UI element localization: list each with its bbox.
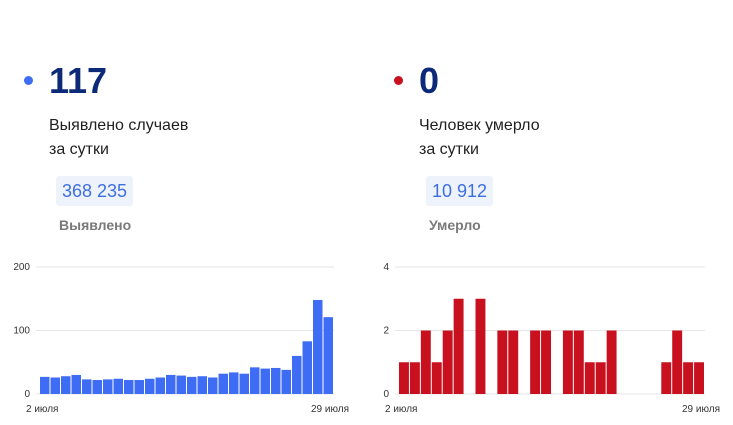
cases-bar xyxy=(166,374,176,394)
cases-subtitle-line2: за сутки xyxy=(49,141,109,158)
deaths-y-tick-label: 0 xyxy=(383,389,389,400)
deaths-bar xyxy=(530,330,541,394)
deaths-bar xyxy=(399,362,409,394)
cases-bar xyxy=(239,373,249,394)
cases-bar-chart: 0 100 200 2 июля 29 июля xyxy=(13,262,349,415)
cases-bar xyxy=(50,377,60,394)
cases-bar xyxy=(92,380,102,394)
deaths-total-label: Умерло xyxy=(429,217,481,233)
cases-y-tick-label: 0 xyxy=(24,389,30,400)
deaths-y-tick-label: 2 xyxy=(383,326,389,337)
cases-bar xyxy=(40,376,50,394)
deaths-bar xyxy=(562,330,573,394)
deaths-bar xyxy=(541,330,551,394)
cases-bar xyxy=(113,378,123,394)
deaths-bar-chart: 0 2 4 2 июля 29 июля xyxy=(383,262,720,415)
cases-bar xyxy=(197,376,207,394)
cases-bar xyxy=(145,378,155,394)
cases-bar xyxy=(208,377,218,394)
deaths-bar xyxy=(606,330,617,394)
cases-total-value: 368 235 xyxy=(56,176,134,206)
cases-daily-value: 117 xyxy=(49,60,108,101)
deaths-total-value: 10 912 xyxy=(426,176,494,206)
deaths-subtitle: Человек умерло за сутки xyxy=(419,114,619,162)
deaths-bar xyxy=(584,362,595,394)
cases-bar xyxy=(271,367,281,394)
cases-bar xyxy=(218,373,228,394)
deaths-subtitle-line1: Человек умерло xyxy=(419,117,540,134)
deaths-bar xyxy=(431,362,442,394)
cases-bar xyxy=(155,377,165,394)
deaths-daily-value: 0 xyxy=(419,60,440,101)
cases-subtitle: Выявлено случаев за сутки xyxy=(49,114,249,162)
cases-bar xyxy=(260,368,270,394)
cases-bar xyxy=(124,380,134,394)
cases-bar xyxy=(134,380,144,394)
cases-bar xyxy=(229,372,239,394)
deaths-bar xyxy=(409,362,420,394)
deaths-bar xyxy=(573,330,584,394)
cases-bar xyxy=(187,376,197,394)
deaths-subtitle-line2: за сутки xyxy=(419,141,479,158)
cases-x-tick-label: 2 июля xyxy=(26,404,58,415)
deaths-panel: 0 Человек умерло за сутки 10 912 Умерло … xyxy=(370,0,733,425)
cases-bar xyxy=(82,379,92,394)
deaths-bar xyxy=(595,362,606,394)
cases-panel: 117 Выявлено случаев за сутки 368 235 Вы… xyxy=(0,0,366,425)
deaths-bar xyxy=(661,362,672,394)
deaths-bar xyxy=(672,330,683,394)
deaths-x-tick-label: 2 июля xyxy=(385,404,417,415)
deaths-bar xyxy=(497,330,508,394)
cases-bar xyxy=(61,376,71,394)
cases-bar xyxy=(71,374,81,394)
cases-bar xyxy=(103,379,113,394)
deaths-bar xyxy=(683,362,694,394)
cases-indicator-dot xyxy=(24,76,33,85)
cases-bar xyxy=(313,300,323,394)
deaths-bar xyxy=(508,330,519,394)
cases-bar xyxy=(302,341,312,394)
cases-bar xyxy=(323,317,333,394)
deaths-y-tick-label: 4 xyxy=(383,262,389,273)
deaths-bar xyxy=(420,330,431,394)
cases-total-label: Выявлено xyxy=(59,217,132,233)
deaths-indicator-dot xyxy=(394,76,403,85)
deaths-bar xyxy=(694,362,704,394)
deaths-bar xyxy=(453,298,464,394)
deaths-x-tick-label: 29 июля xyxy=(682,404,720,415)
cases-bar xyxy=(250,367,260,394)
cases-subtitle-line1: Выявлено случаев xyxy=(49,117,189,134)
deaths-bar xyxy=(442,330,453,394)
cases-bar xyxy=(292,355,302,394)
cases-x-tick-label: 29 июля xyxy=(311,404,349,415)
cases-y-tick-label: 200 xyxy=(13,262,30,273)
cases-bar xyxy=(281,369,291,394)
cases-bar xyxy=(176,375,186,394)
deaths-bar xyxy=(475,298,486,394)
cases-y-tick-label: 100 xyxy=(13,326,30,337)
